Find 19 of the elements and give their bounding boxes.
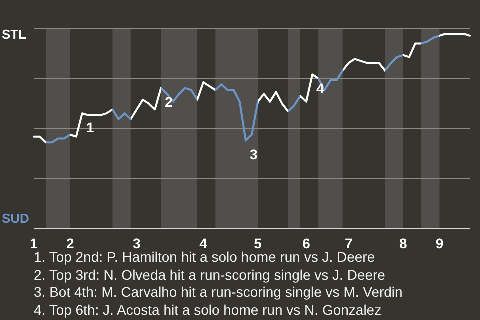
x-tick-label: 1 [30,235,38,252]
x-tick-label: 5 [254,235,262,252]
annotation: 3 [250,146,258,163]
x-tick-label: 4 [200,235,208,252]
x-tick-label: 3 [133,235,142,252]
annotation: 2 [165,94,174,110]
text: 1. Top 2nd: P. Hamilton hit a solo home run vs J. Deere [34,249,376,265]
x-tick-label: 8 [399,235,408,252]
x-tick-label: 2 [66,235,74,252]
annotation: 1 [86,119,94,136]
x-tick-label: 7 [344,235,353,252]
text: STL [2,27,27,43]
text: 2. Top 3rd: N. Olveda hit a run-scoring single vs J. Deere [34,266,386,284]
x-tick-label: 9 [436,235,444,252]
text: 3. Bot 4th: M. Carvalho hit a run-scoring single vs M. Verdin [34,284,403,302]
annotation: 4 [316,80,325,97]
x-tick-label: 6 [302,235,311,252]
text: 4. Top 6th: J. Acosta hit a solo home run vs N. Gonzalez [34,302,383,320]
text: SUD [2,211,30,227]
